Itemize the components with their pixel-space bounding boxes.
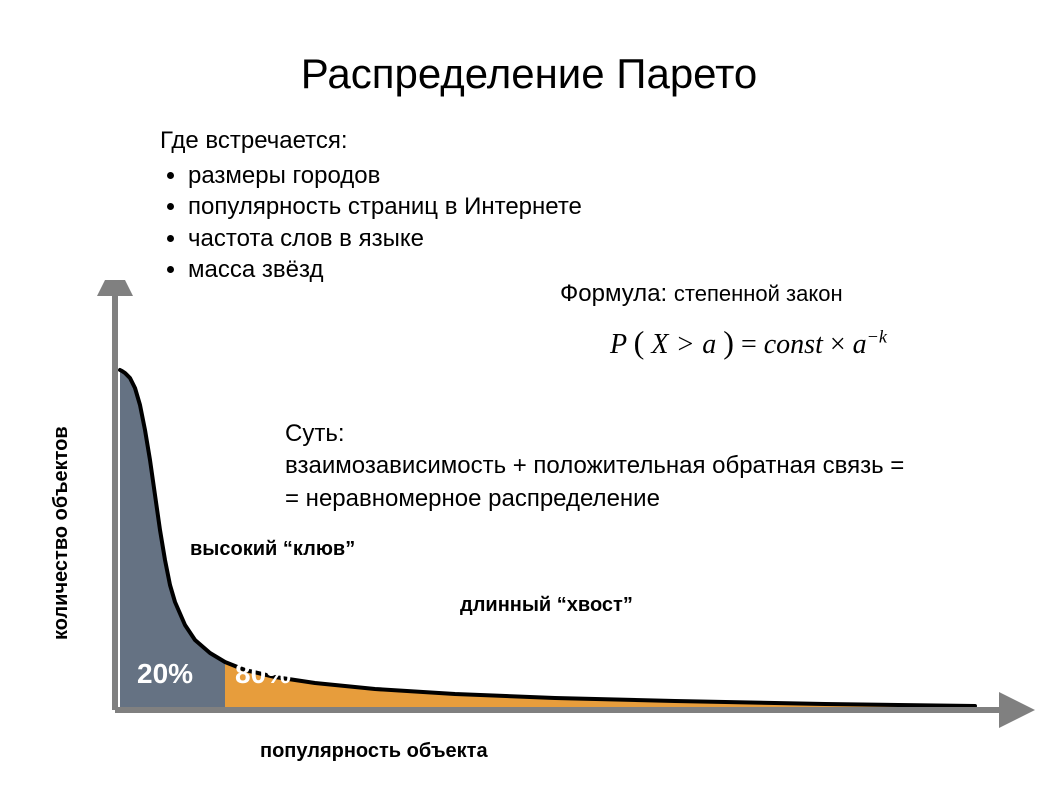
- where-item: частота слов в языке: [188, 223, 582, 254]
- tail-label: длинный “хвост”: [460, 594, 633, 617]
- y-axis-label: количество объектов: [50, 426, 73, 640]
- where-heading: Где встречается:: [160, 127, 348, 154]
- pct-tail: 80%: [235, 658, 291, 690]
- head-label: высокий “клюв”: [190, 538, 355, 561]
- where-block: Где встречается: размеры городов популяр…: [160, 125, 582, 285]
- where-item: размеры городов: [188, 160, 582, 191]
- page-title: Распределение Парето: [0, 50, 1058, 98]
- x-axis-label: популярность объекта: [260, 740, 488, 763]
- pct-head: 20%: [137, 658, 193, 690]
- pareto-chart: [75, 280, 1035, 750]
- where-list: размеры городов популярность страниц в И…: [160, 160, 582, 285]
- where-item: популярность страниц в Интернете: [188, 191, 582, 222]
